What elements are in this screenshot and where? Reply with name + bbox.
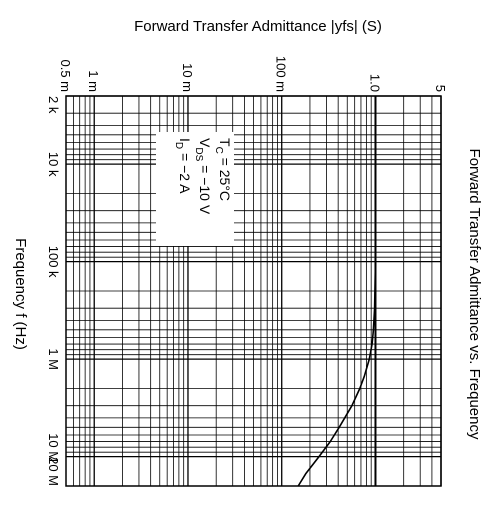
annotation-line: ID = −2 A xyxy=(173,138,193,194)
y-tick-label: 5 xyxy=(433,85,448,92)
y-tick-label: 1 m xyxy=(86,70,101,92)
grid-minor-lines xyxy=(65,95,442,487)
tick-labels: 0.5 m 1 m 10 m 100 m 1.0 5 2 k 10 k 100 k 1 M 10 M… xyxy=(46,56,448,486)
annotation-line: VDS = −10 V xyxy=(193,138,213,215)
y-tick-label: 1.0 xyxy=(367,74,382,92)
x-tick-label: 100 k xyxy=(46,246,61,278)
x-tick-label: 20 M xyxy=(46,457,61,486)
chart-title: Forward Transfer Admittance vs. Frequenc… xyxy=(466,149,483,440)
series-line xyxy=(297,96,377,487)
y-tick-label: 100 m xyxy=(274,56,289,92)
x-tick-label: 2 k xyxy=(46,96,61,114)
y-axis-label: Forward Transfer Admittance |yfs| (S) xyxy=(134,18,382,35)
annotation-line: TC = 25°C xyxy=(213,138,233,201)
annotation-background xyxy=(156,132,234,246)
x-tick-label: 1 M xyxy=(46,348,61,370)
x-tick-label: 10 M xyxy=(46,433,61,462)
y-tick-label: 10 m xyxy=(180,63,195,92)
plot-frame xyxy=(65,95,442,487)
x-tick-label: 10 k xyxy=(46,152,61,177)
series-layer xyxy=(297,96,377,487)
y-tick-label: 0.5 m xyxy=(58,59,73,92)
x-axis-label: Frequency f (Hz) xyxy=(12,238,29,350)
